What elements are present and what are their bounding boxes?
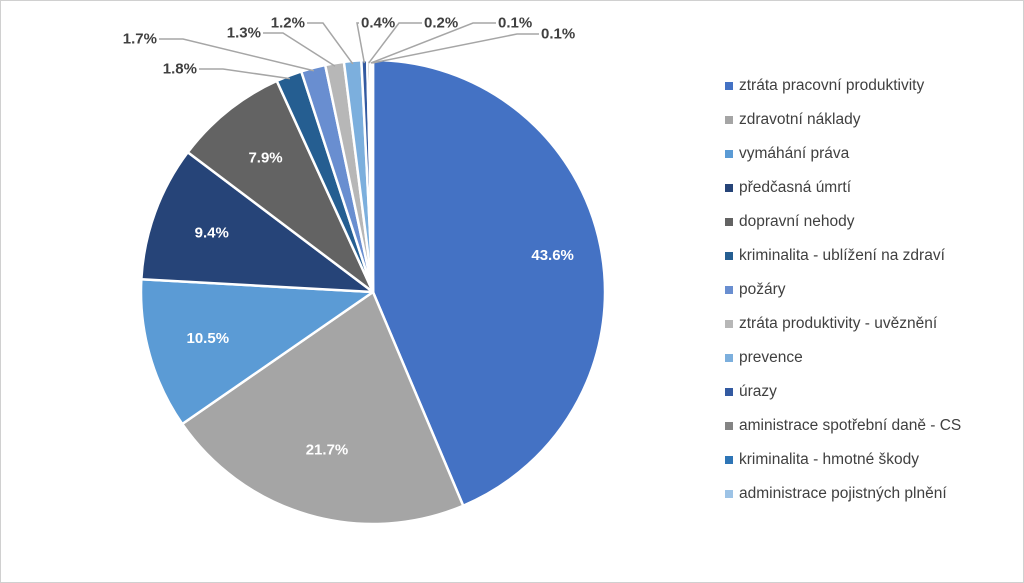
legend-label: požáry (739, 281, 786, 298)
data-label-aministrace-spotrebni-dane-cs: 0.2% (424, 15, 458, 32)
legend-entry-prevence: prevence (725, 341, 961, 375)
legend-label: kriminalita - ublížení na zdraví (739, 247, 945, 264)
legend-swatch (725, 286, 733, 294)
pie-slice-administrace-pojistnych-plneni (370, 58, 375, 294)
leader-line-ztrata-produktivity-uvezneni (263, 32, 336, 67)
data-label-kriminalita-ublizeni-na-zdravi: 1.8% (163, 61, 197, 78)
legend-swatch (725, 320, 733, 328)
legend-label: zdravotní náklady (739, 111, 861, 128)
legend-swatch (725, 490, 733, 498)
data-label-pozary: 1.7% (123, 31, 157, 48)
leader-line-administrace-pojistnych-plneni (372, 33, 539, 64)
data-label-ztrata-produktivity-uvezneni: 1.3% (227, 25, 261, 42)
leader-line-kriminalita-ublizeni-na-zdravi (199, 68, 291, 80)
legend-entry-dopravni-nehody: dopravní nehody (725, 205, 961, 239)
legend-swatch (725, 116, 733, 124)
legend-swatch (725, 422, 733, 430)
legend-entry-ztrata-produktivity-uvezneni: ztráta produktivity - uvěznění (725, 307, 961, 341)
legend-label: dopravní nehody (739, 213, 855, 230)
leader-line-kriminalita-hmotne-skody (370, 22, 496, 64)
data-label-vymahani-prava: 10.5% (187, 330, 230, 347)
data-label-zdravotni-naklady: 21.7% (306, 442, 349, 459)
leader-lines (159, 22, 539, 80)
legend-label: prevence (739, 349, 803, 366)
pie-slice-zdravotni-naklady (180, 290, 465, 526)
legend-entry-kriminalita-ublizeni-na-zdravi: kriminalita - ublížení na zdraví (725, 239, 961, 273)
leader-line-pozary (159, 38, 315, 72)
leader-line-urazy (356, 22, 366, 64)
data-label-dopravni-nehody: 7.9% (248, 150, 282, 167)
legend-swatch (725, 82, 733, 90)
legend-label: aministrace spotřební daně - CS (739, 417, 962, 434)
legend-label: předčasná úmrtí (739, 179, 851, 196)
data-label-urazy: 0.4% (361, 15, 395, 32)
legend-label: ztráta produktivity - uvěznění (739, 315, 938, 332)
leader-line-prevence (307, 22, 354, 65)
legend: ztráta pracovní produktivity zdravotní ná… (725, 69, 961, 511)
legend-entry-urazy: úrazy (725, 375, 961, 409)
legend-entry-ztrata-pracovni-produktivity: ztráta pracovní produktivity (725, 69, 961, 103)
legend-entry-aministrace-spotrebni-dane-cs: aministrace spotřební daně - CS (725, 409, 961, 443)
data-label-prevence: 1.2% (271, 15, 305, 32)
data-label-ztrata-pracovni-produktivity: 43.6% (531, 247, 574, 264)
legend-entry-pozary: požáry (725, 273, 961, 307)
legend-entry-predcasna-umrti: předčasná úmrtí (725, 171, 961, 205)
legend-swatch (725, 150, 733, 158)
legend-label: administrace pojistných plnění (739, 485, 947, 502)
legend-label: vymáhání práva (739, 145, 850, 162)
pie-slice-predcasna-umrti (140, 151, 375, 294)
legend-entry-administrace-pojistnych-plneni: administrace pojistných plnění (725, 477, 961, 511)
pie-slices (139, 58, 607, 526)
legend-entry-vymahani-prava: vymáhání práva (725, 137, 961, 171)
legend-label: kriminalita - hmotné škody (739, 451, 920, 468)
data-label-kriminalita-hmotne-skody: 0.1% (498, 15, 532, 32)
pie-slice-ztrata-pracovni-produktivity (371, 58, 607, 507)
legend-swatch (725, 184, 733, 192)
legend-swatch (725, 252, 733, 260)
legend-swatch (725, 218, 733, 226)
legend-entry-zdravotni-naklady: zdravotní náklady (725, 103, 961, 137)
pie-slice-vymahani-prava (139, 277, 375, 426)
data-label-predcasna-umrti: 9.4% (195, 225, 229, 242)
legend-swatch (725, 354, 733, 362)
data-labels: 43.6% 21.7% 10.5% 9.4% 7.9% 1.8% 1.7% 1.3% 1.2% 0… (123, 15, 575, 459)
leader-line-aministrace-spotrebni-dane-cs (368, 22, 422, 64)
pie-slice-dopravni-nehody (186, 79, 375, 294)
data-label-administrace-pojistnych-plneni: 0.1% (541, 26, 575, 43)
legend-swatch (725, 388, 733, 396)
legend-label: ztráta pracovní produktivity (739, 77, 925, 94)
legend-entry-kriminalita-hmotne-skody: kriminalita - hmotné škody (725, 443, 961, 477)
legend-label: úrazy (739, 383, 777, 400)
legend-swatch (725, 456, 733, 464)
